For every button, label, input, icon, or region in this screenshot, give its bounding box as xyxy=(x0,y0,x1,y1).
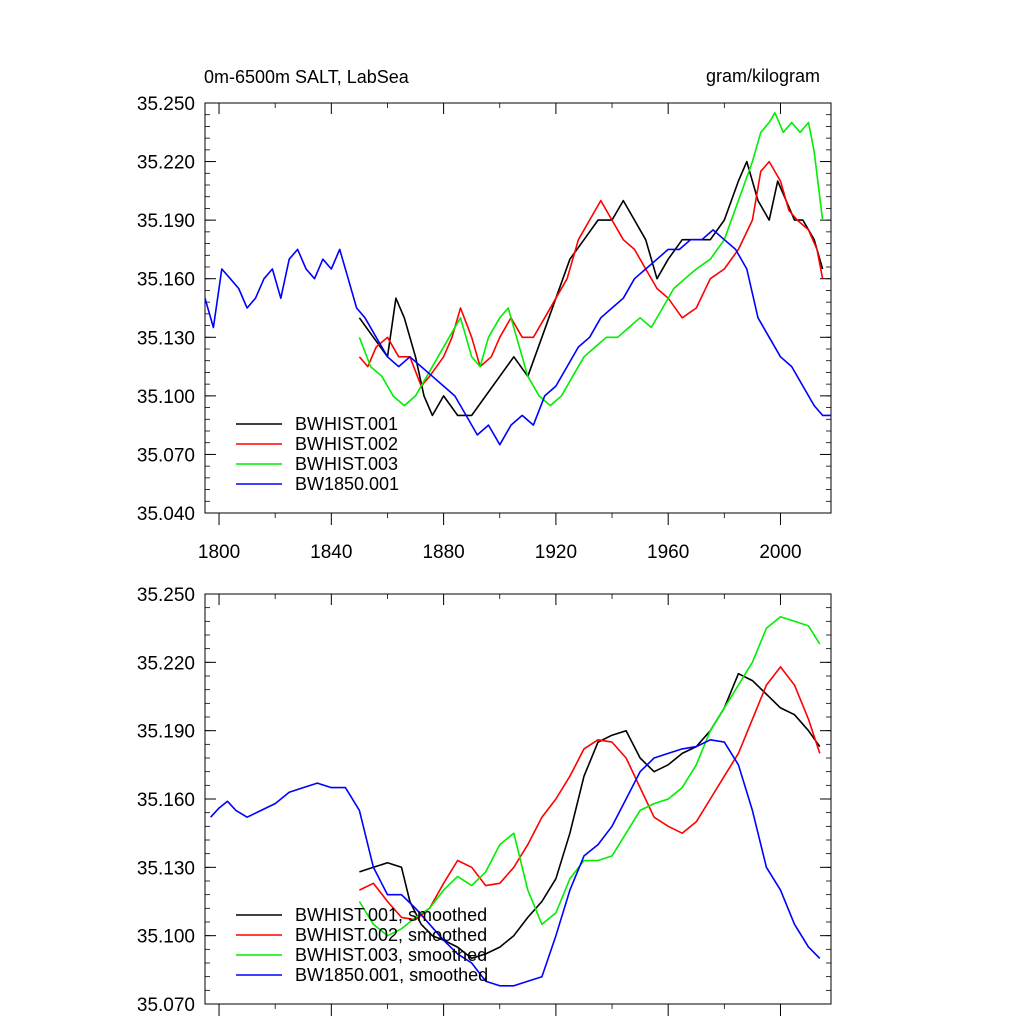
series-line xyxy=(204,229,831,446)
x-tick-label: 2000 xyxy=(759,542,801,563)
y-tick-label: 35.040 xyxy=(137,504,195,525)
legend-label: BWHIST.001 xyxy=(295,414,398,434)
y-tick-label: 35.190 xyxy=(137,211,195,232)
series-line xyxy=(210,738,821,987)
y-tick-label: 35.130 xyxy=(137,858,195,879)
bottom-panel: 35.070 35.100 35.130 35.160 35.190 35.220 35.2… xyxy=(137,585,832,1016)
y-tick-label: 35.100 xyxy=(137,387,195,408)
y-tick-label: 35.130 xyxy=(137,328,195,349)
y-tick-label: 35.250 xyxy=(137,585,195,606)
x-tick-label: 1840 xyxy=(310,542,352,563)
legend-label: BWHIST.001, smoothed xyxy=(295,905,487,925)
series-line xyxy=(358,160,824,387)
legend-label: BW1850.001 xyxy=(295,474,399,494)
legend-label: BWHIST.003, smoothed xyxy=(295,945,487,965)
y-tick-label: 35.160 xyxy=(137,270,195,291)
x-tick-label: 1880 xyxy=(422,542,464,563)
legend-label: BW1850.001, smoothed xyxy=(295,965,488,985)
y-tick-label: 35.220 xyxy=(137,153,195,174)
series-line xyxy=(358,160,824,417)
legend-label: BWHIST.002, smoothed xyxy=(295,925,487,945)
y-tick-label: 35.250 xyxy=(137,94,195,115)
y-tick-label: 35.160 xyxy=(137,790,195,811)
x-tick-label: 1800 xyxy=(198,542,240,563)
series-line xyxy=(358,615,821,937)
y-tick-label: 35.220 xyxy=(137,653,195,674)
y-tick-label: 35.070 xyxy=(137,995,195,1016)
y-tick-label: 35.190 xyxy=(137,722,195,743)
x-tick-label: 1920 xyxy=(535,542,577,563)
legend-label: BWHIST.003 xyxy=(295,454,398,474)
y-tick-label: 35.070 xyxy=(137,445,195,466)
top-panel: 0m-6500m SALT, LabSea gram/kilogram 35.0… xyxy=(137,66,832,563)
plot-frame xyxy=(204,102,832,514)
x-tick-label: 1960 xyxy=(647,542,689,563)
series-line xyxy=(358,112,824,407)
series-line xyxy=(359,666,821,921)
legend-label: BWHIST.002 xyxy=(295,434,398,454)
y-tick-label: 35.100 xyxy=(137,927,195,948)
top-title: 0m-6500m SALT, LabSea xyxy=(204,67,410,87)
top-units: gram/kilogram xyxy=(706,66,820,86)
